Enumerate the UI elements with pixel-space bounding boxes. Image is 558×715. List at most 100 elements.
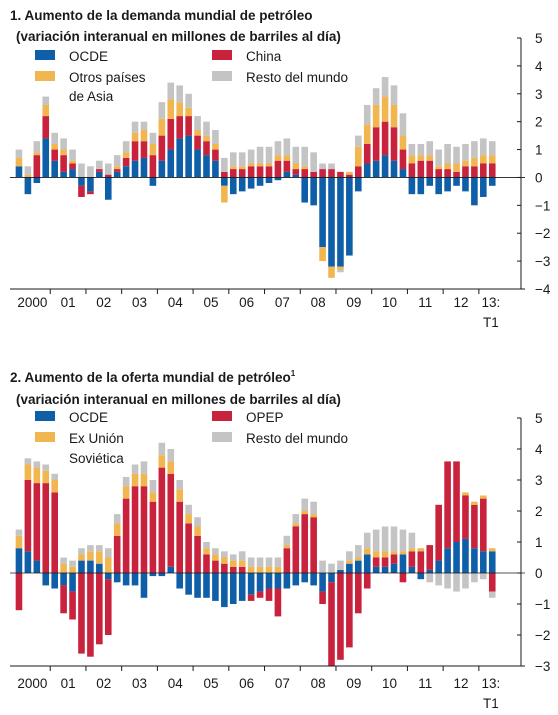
bar-segment bbox=[122, 141, 130, 153]
bar-segment bbox=[149, 132, 157, 144]
x-tick-label: 01 bbox=[61, 676, 76, 691]
bar-segment bbox=[69, 573, 76, 592]
bar-segment bbox=[435, 560, 442, 573]
legend-swatch bbox=[35, 50, 55, 60]
bar-segment bbox=[462, 492, 469, 496]
y-tick-label: 2 bbox=[535, 115, 543, 130]
bar-segment bbox=[69, 163, 76, 170]
bar-segment bbox=[256, 166, 264, 178]
x-tick-label-quarter: T1 bbox=[483, 696, 499, 711]
bar-segment bbox=[417, 177, 425, 195]
bar-segment bbox=[229, 566, 237, 573]
bar-segment bbox=[471, 573, 478, 583]
bar-segment bbox=[140, 573, 148, 598]
bar-segment bbox=[238, 573, 246, 601]
bar-segment bbox=[104, 579, 112, 635]
y-tick-label: −4 bbox=[535, 282, 551, 297]
x-tick-label: 01 bbox=[61, 295, 76, 310]
bar-segment bbox=[337, 177, 344, 267]
x-tick-label: 04 bbox=[168, 676, 184, 691]
bar-segment bbox=[444, 177, 451, 192]
y-tick-label: −2 bbox=[535, 628, 550, 643]
legend-swatch bbox=[35, 411, 55, 421]
bar-segment bbox=[435, 504, 442, 561]
bar-segment bbox=[15, 157, 23, 167]
bar-segment bbox=[42, 96, 50, 105]
bar-segment bbox=[15, 166, 23, 178]
bar-segment bbox=[301, 146, 309, 167]
bar-segment bbox=[96, 160, 103, 170]
bar-segment bbox=[140, 461, 148, 474]
y-tick-label: 0 bbox=[535, 566, 543, 581]
bar-segment bbox=[24, 458, 32, 465]
bar-segment bbox=[381, 566, 389, 573]
bar-segment bbox=[104, 163, 112, 175]
bar-segment bbox=[203, 121, 210, 136]
legend-label: OCDE bbox=[69, 49, 108, 64]
bar-segment bbox=[417, 160, 425, 178]
bar-segment bbox=[221, 551, 228, 558]
bar-segment bbox=[462, 143, 469, 161]
chart2-title-text: 2. Aumento de la oferta mundial de petró… bbox=[10, 370, 291, 385]
bar-segment bbox=[42, 464, 50, 471]
bar-segment bbox=[328, 177, 335, 267]
bar-segment bbox=[283, 573, 291, 589]
bar-segment bbox=[78, 163, 85, 178]
bar-segment bbox=[158, 135, 166, 161]
bar-segment bbox=[274, 160, 282, 178]
bar-segment bbox=[42, 483, 50, 573]
bar-segment bbox=[122, 486, 130, 499]
bar-segment bbox=[203, 548, 210, 555]
legend-label: Resto del mundo bbox=[246, 431, 348, 446]
bar-segment bbox=[185, 116, 192, 136]
legend-label: OCDE bbox=[69, 410, 108, 425]
bar-segment bbox=[292, 523, 300, 527]
bar-segment bbox=[274, 573, 282, 589]
bar-segment bbox=[355, 573, 362, 614]
bar-segment bbox=[247, 566, 255, 573]
bar-segment bbox=[265, 166, 273, 178]
bar-segment bbox=[408, 155, 416, 164]
bar-segment bbox=[221, 185, 228, 203]
x-tick-label-quarter: T1 bbox=[483, 315, 499, 330]
bar-segment bbox=[247, 594, 255, 601]
bar-segment bbox=[265, 163, 273, 167]
bar-segment bbox=[480, 138, 487, 156]
bar-segment bbox=[301, 514, 309, 573]
bar-segment bbox=[417, 551, 425, 573]
bar-segment bbox=[462, 166, 469, 178]
bar-segment bbox=[283, 171, 291, 178]
bar-segment bbox=[221, 573, 228, 608]
chart2-subtitle: (variación interanual en millones de bar… bbox=[16, 392, 341, 407]
bar-segment bbox=[444, 573, 451, 589]
y-tick-label: −3 bbox=[535, 254, 550, 269]
bar-segment bbox=[78, 177, 85, 186]
bar-segment bbox=[69, 160, 76, 164]
bar-segment bbox=[194, 149, 201, 178]
bar-segment bbox=[453, 171, 460, 178]
bar-segment bbox=[390, 563, 398, 573]
bar-segment bbox=[426, 569, 434, 573]
legend-label: China bbox=[246, 49, 282, 64]
bar-segment bbox=[480, 163, 487, 178]
bar-segment bbox=[265, 566, 273, 573]
x-tick-label: 10 bbox=[382, 295, 397, 310]
bar-segment bbox=[42, 138, 50, 178]
bar-segment bbox=[176, 116, 183, 139]
bar-segment bbox=[60, 557, 67, 564]
bar-segment bbox=[158, 102, 166, 119]
bar-segment bbox=[274, 588, 282, 617]
bar-segment bbox=[42, 470, 50, 484]
bar-segment bbox=[221, 563, 228, 573]
bar-segment bbox=[328, 563, 335, 573]
bar-segment bbox=[372, 88, 380, 105]
bar-segment bbox=[337, 573, 344, 660]
bar-segment bbox=[319, 591, 326, 604]
bar-segment bbox=[480, 495, 487, 499]
bar-segment bbox=[274, 566, 282, 573]
bar-segment bbox=[185, 504, 192, 515]
x-tick-label: 03 bbox=[132, 295, 147, 310]
bar-segment bbox=[399, 113, 407, 136]
bar-segment bbox=[444, 548, 451, 573]
bar-segment bbox=[33, 560, 41, 573]
